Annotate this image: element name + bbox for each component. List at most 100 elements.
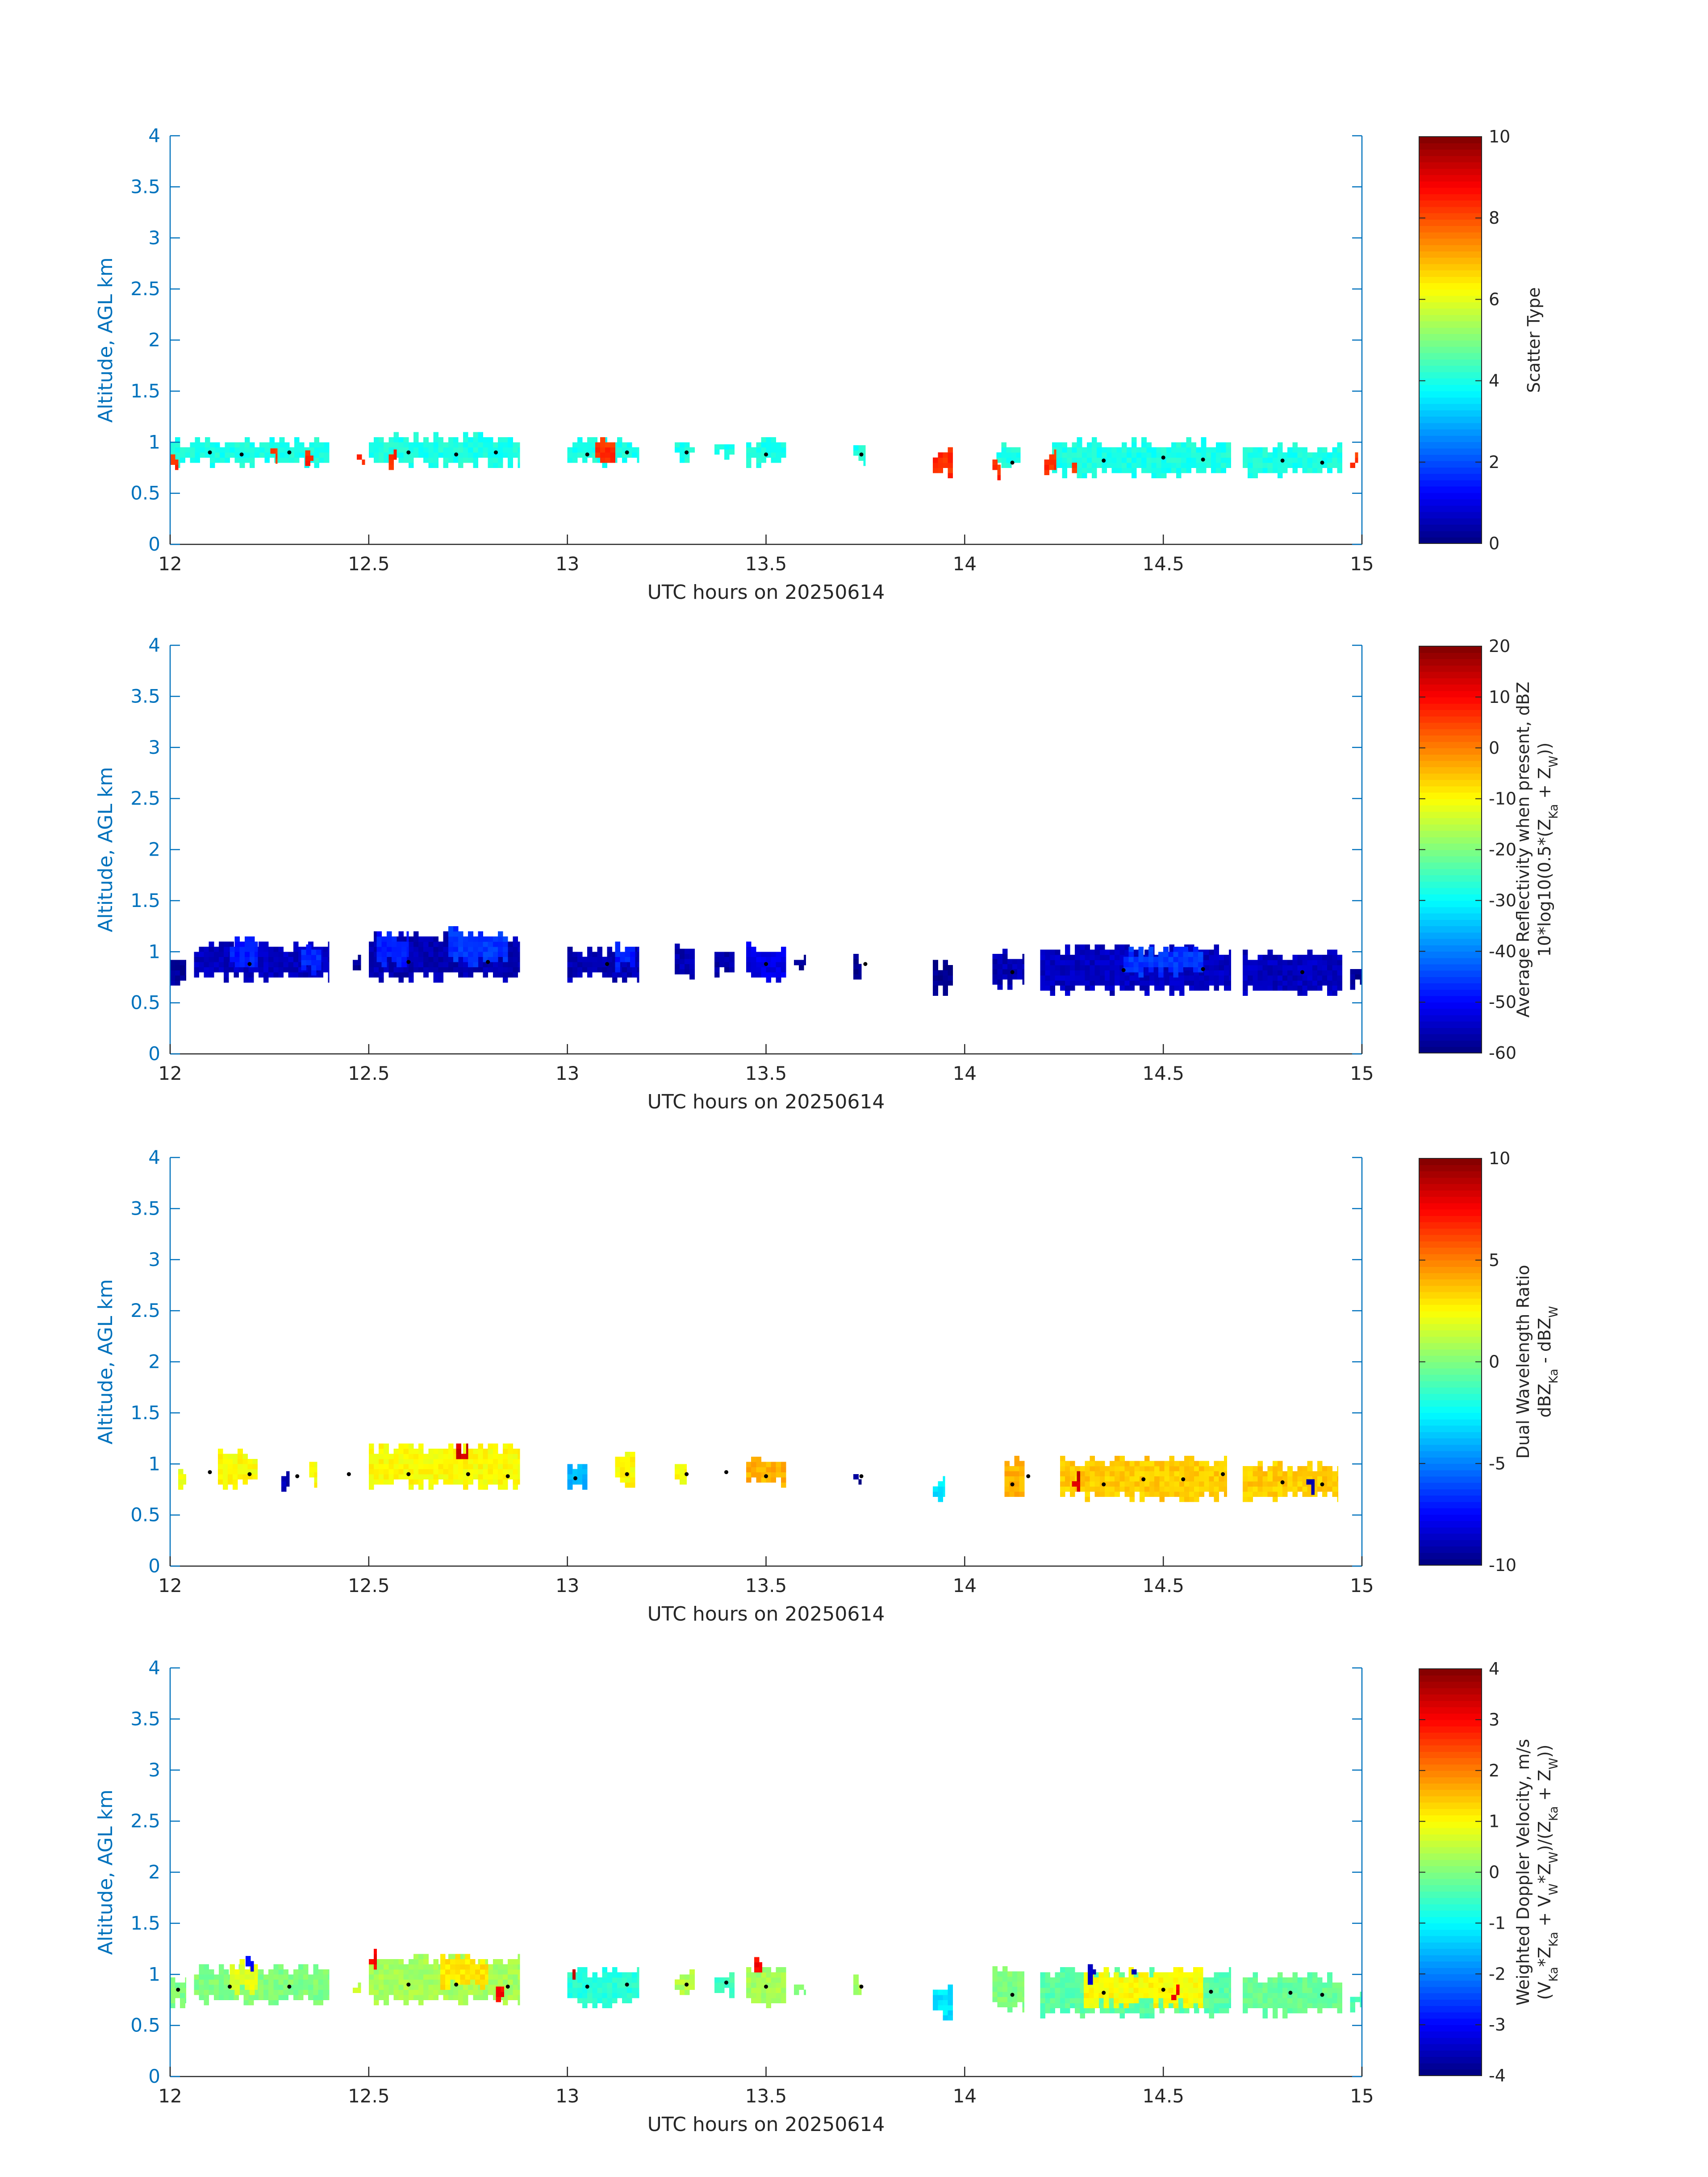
heatmap-cell — [225, 452, 230, 458]
heatmap-cell — [1219, 965, 1224, 970]
heatmap-cell — [463, 1474, 468, 1479]
heatmap-cell — [1337, 1466, 1339, 1471]
heatmap-cell — [595, 447, 601, 453]
heatmap-cell — [213, 957, 219, 962]
heatmap-cell — [463, 1458, 468, 1464]
heatmap-cell — [1272, 457, 1278, 463]
heatmap-cell — [943, 1492, 945, 1497]
heatmap-cell — [1055, 960, 1061, 965]
heatmap-cell — [1085, 2008, 1090, 2014]
heatmap-cell — [233, 1474, 238, 1479]
heatmap-cell — [1257, 1988, 1263, 1993]
colorbar-swatch — [1419, 837, 1482, 844]
heatmap-cell — [1045, 985, 1051, 991]
heatmap-cell — [771, 437, 777, 443]
heatmap-cell — [1060, 1461, 1065, 1467]
colorbar-swatch — [1419, 1501, 1482, 1508]
heatmap-cell — [448, 1979, 454, 1985]
heatmap-cell — [316, 949, 322, 955]
heatmap-cell — [1193, 967, 1199, 973]
heatmap-cell — [948, 468, 953, 473]
heatmap-cell — [1158, 967, 1164, 973]
heatmap-cell — [418, 1469, 424, 1475]
heatmap-cell — [597, 957, 602, 962]
heatmap-cell — [205, 442, 210, 448]
heatmap-cell — [1139, 2003, 1145, 2009]
heatmap-cell — [1001, 457, 1007, 463]
heatmap-cell — [418, 952, 424, 957]
heatmap-cell — [582, 967, 588, 973]
heatmap-cell — [1317, 975, 1323, 981]
heatmap-cell — [224, 946, 229, 952]
heatmap-cell — [1297, 985, 1303, 991]
heatmap-cell — [1257, 452, 1263, 458]
heatmap-cell — [433, 1464, 438, 1470]
colorbar-swatch — [1419, 1034, 1482, 1041]
heatmap-cell — [1169, 1492, 1175, 1497]
heatmap-cell — [1209, 1481, 1215, 1487]
heatmap-cell — [637, 1977, 639, 1983]
colorbar-swatch — [1419, 1719, 1482, 1726]
heatmap-cell — [259, 442, 265, 448]
heatmap-cell — [1307, 949, 1313, 955]
heatmap-cell — [433, 1989, 438, 1995]
colorbar-swatch — [1419, 932, 1482, 939]
heatmap-cell — [498, 967, 503, 973]
heatmap-cell — [853, 1474, 859, 1479]
colorbar-swatch — [1419, 977, 1482, 984]
heatmap-cell — [1067, 457, 1072, 463]
heatmap-cell — [433, 442, 438, 448]
heatmap-cell — [1248, 1476, 1253, 1482]
heatmap-cell — [602, 967, 608, 973]
heatmap-cell — [1148, 1993, 1154, 1998]
heatmap-cell — [622, 1982, 627, 1988]
x-tick-label: 12.5 — [348, 553, 390, 575]
heatmap-cell — [473, 1474, 478, 1479]
heatmap-cell — [433, 972, 438, 978]
heatmap-cell — [1144, 1492, 1150, 1497]
heatmap-cell — [1332, 452, 1337, 458]
heatmap-cell — [498, 1959, 503, 1964]
heatmap-cell — [418, 1974, 424, 1980]
heatmap-cell — [1103, 1988, 1109, 1993]
heatmap-cell — [450, 1964, 455, 1970]
heatmap-cell — [278, 1989, 284, 1995]
heatmap-cell — [1219, 960, 1224, 965]
heatmap-cell — [746, 1467, 752, 1472]
heatmap-cell — [793, 1985, 799, 1990]
heatmap-cell — [1146, 442, 1152, 448]
heatmap-cell — [508, 1454, 513, 1459]
heatmap-cell — [719, 952, 725, 957]
x-tick-label: 14 — [953, 1062, 977, 1084]
heatmap-cell — [185, 1988, 187, 1993]
heatmap-cell — [319, 452, 325, 458]
heatmap-cell — [607, 1993, 613, 1998]
colorbar-swatch — [1419, 1216, 1482, 1223]
heatmap-cell — [597, 1997, 602, 2003]
heatmap-cell — [518, 1464, 520, 1470]
heatmap-cell — [622, 1988, 627, 1993]
heatmap-cell — [1194, 1476, 1199, 1482]
heatmap-cell — [1089, 1993, 1094, 1998]
heatmap-cell — [577, 967, 583, 973]
heatmap-cell — [1099, 960, 1105, 965]
heatmap-cell — [617, 1982, 622, 1988]
heatmap-cell — [513, 1474, 518, 1479]
heatmap-cell — [1139, 1496, 1145, 1502]
heatmap-cell — [1219, 980, 1224, 986]
heatmap-cell — [756, 1997, 761, 2003]
heatmap-cell — [1337, 1496, 1339, 1502]
heatmap-cell — [388, 1959, 394, 1964]
heatmap-cell — [746, 463, 752, 468]
colorbar-swatch — [1419, 1796, 1482, 1803]
heatmap-cell — [1099, 1471, 1105, 1477]
colorbar-swatch — [1419, 875, 1482, 882]
heatmap-cell — [1017, 969, 1023, 974]
heatmap-cell — [324, 457, 330, 463]
heatmap-cell — [388, 1989, 394, 1995]
heatmap-cell — [1214, 985, 1219, 991]
colorbar-swatch — [1419, 869, 1482, 876]
heatmap-cell — [863, 450, 866, 456]
heatmap-cell — [612, 962, 618, 967]
heatmap-cell — [1009, 1492, 1015, 1497]
